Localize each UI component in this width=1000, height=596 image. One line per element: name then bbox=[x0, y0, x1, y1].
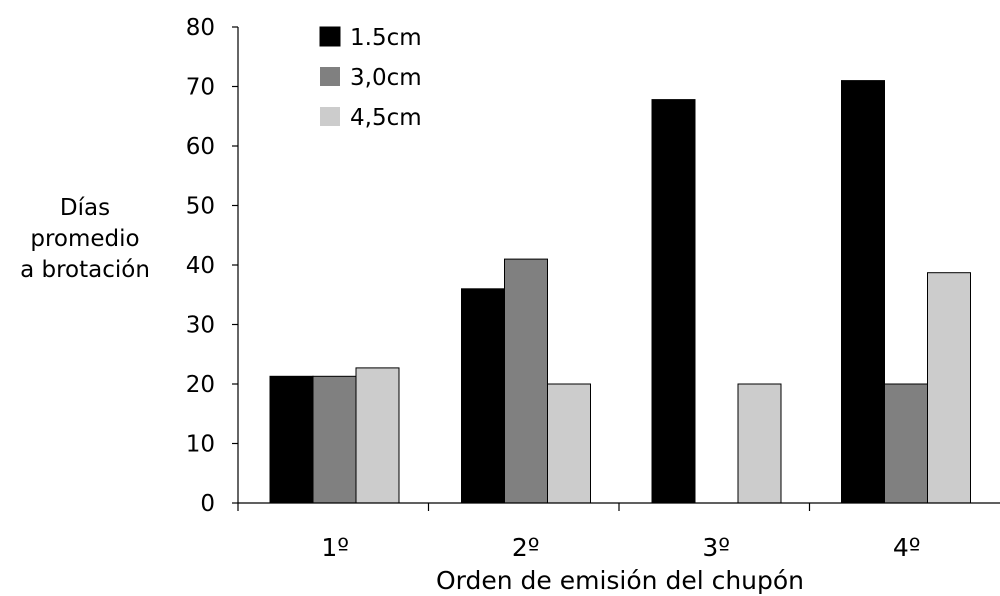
bar-3-2 bbox=[547, 383, 591, 504]
y-axis-label-line-3: a brotación bbox=[20, 257, 150, 283]
axes-layer: 0 10 20 30 40 50 60 70 80 1º 2º 3º 4º bbox=[186, 15, 1000, 562]
y-tick-label-20: 20 bbox=[186, 372, 215, 398]
bars-layer bbox=[269, 80, 971, 504]
legend-label-3: 4,5cm bbox=[350, 105, 422, 131]
x-tick-label-1: 1º bbox=[321, 533, 349, 562]
bar-3-3 bbox=[737, 383, 782, 504]
legend-label-2: 3,0cm bbox=[350, 65, 422, 91]
bar-1-4 bbox=[841, 80, 885, 504]
legend-swatch-3 bbox=[320, 107, 340, 126]
bar-3-4 bbox=[927, 272, 971, 504]
y-tick-label-70: 70 bbox=[186, 75, 215, 101]
y-axis-label: Días promedio a brotación bbox=[0, 193, 170, 286]
x-tick-label-3: 3º bbox=[702, 533, 730, 562]
legend-swatch-1 bbox=[319, 26, 341, 47]
y-axis-label-line-2: promedio bbox=[30, 226, 140, 252]
bar-2-1 bbox=[312, 375, 357, 504]
y-tick-label-40: 40 bbox=[186, 253, 215, 279]
y-tick-label-30: 30 bbox=[186, 313, 215, 339]
bar-1-1 bbox=[269, 375, 314, 504]
legend-label-1: 1.5cm bbox=[350, 25, 422, 51]
bar-2-2 bbox=[504, 258, 548, 504]
y-axis-label-line-1: Días bbox=[59, 195, 111, 221]
y-tick-label-0: 0 bbox=[200, 491, 215, 517]
x-tick-label-4: 4º bbox=[893, 533, 921, 562]
bar-2-4 bbox=[884, 383, 928, 504]
x-tick-label-2: 2º bbox=[512, 533, 540, 562]
x-axis-label: Orden de emisión del chupón bbox=[435, 566, 805, 595]
y-tick-label-50: 50 bbox=[186, 194, 215, 220]
bar-1-3 bbox=[651, 99, 696, 504]
bar-3-1 bbox=[355, 367, 400, 504]
y-tick-label-10: 10 bbox=[186, 432, 215, 458]
legend: 1.5cm 3,0cm 4,5cm bbox=[319, 25, 422, 131]
y-tick-label-80: 80 bbox=[186, 15, 215, 41]
legend-swatch-2 bbox=[320, 67, 340, 86]
y-tick-label-60: 60 bbox=[186, 134, 215, 160]
bar-1-2 bbox=[461, 288, 505, 504]
